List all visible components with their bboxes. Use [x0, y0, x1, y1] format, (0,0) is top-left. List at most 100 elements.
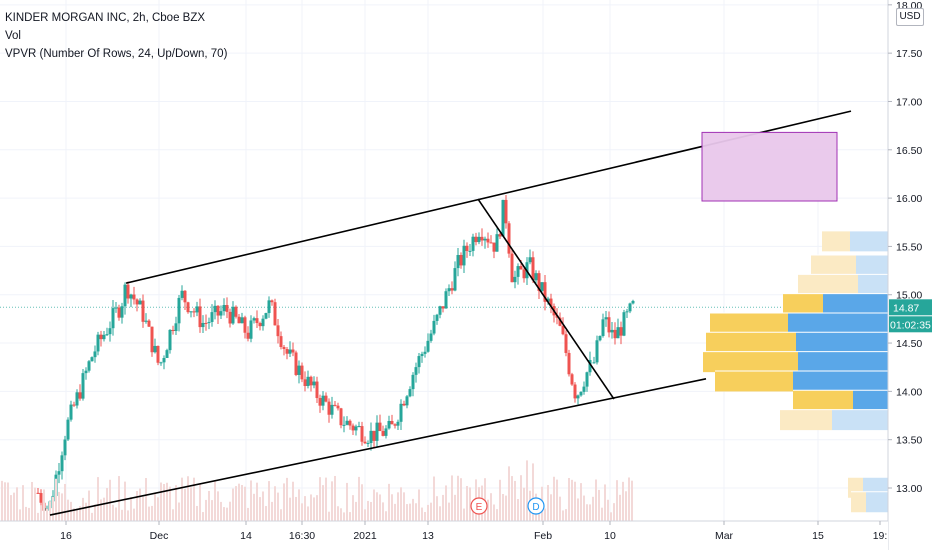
- volume-bar: [487, 499, 489, 521]
- volume-bar: [346, 482, 348, 521]
- candle-body: [123, 284, 127, 307]
- candle-body: [405, 396, 409, 406]
- volume-bar: [412, 498, 414, 521]
- volume-bar: [73, 508, 75, 521]
- time-tick-label: 13: [422, 530, 434, 542]
- candle-body: [198, 306, 202, 328]
- price-tick-label: 13.50: [896, 435, 922, 447]
- volume-bar: [490, 493, 492, 521]
- candle-body: [231, 306, 235, 324]
- candle-body: [378, 422, 382, 432]
- volume-bar: [592, 496, 594, 521]
- candle-body: [462, 245, 466, 266]
- volume-bar: [280, 509, 282, 521]
- volume-bar: [454, 494, 456, 521]
- candle-body: [165, 350, 169, 358]
- dividend-marker[interactable]: [527, 497, 545, 515]
- volume-bar: [328, 511, 330, 521]
- candle-body: [354, 426, 358, 431]
- volume-bar: [148, 506, 150, 521]
- vpvr-up-bar: [853, 390, 888, 411]
- candle-body: [204, 322, 208, 324]
- volume-bar: [451, 475, 453, 521]
- volume-bar: [220, 501, 222, 521]
- candle-body: [507, 223, 511, 254]
- candle-body: [141, 300, 145, 322]
- candle-body: [207, 321, 211, 324]
- volume-bar: [319, 477, 321, 521]
- volume-bar: [379, 494, 381, 521]
- time-tick-label: 19:: [873, 530, 888, 542]
- target-rectangle: [701, 131, 838, 202]
- candle-body: [408, 389, 412, 397]
- candle-body: [258, 323, 262, 327]
- volume-bar: [439, 506, 441, 521]
- candle-body: [528, 257, 532, 263]
- volume-bar: [613, 503, 615, 521]
- candle-body: [114, 307, 118, 309]
- candle-body: [75, 392, 79, 406]
- vpvr-down-bar: [710, 312, 788, 334]
- volume-bar: [121, 509, 123, 521]
- candle-body: [324, 395, 328, 402]
- candle-body: [480, 236, 484, 241]
- volume-bar: [574, 481, 576, 521]
- volume-bar: [352, 495, 354, 521]
- candle-body: [330, 404, 334, 415]
- candle-body: [303, 379, 307, 387]
- volume-bar: [625, 491, 627, 521]
- price-tick-label: 16.00: [896, 193, 922, 205]
- volume-bar: [385, 511, 387, 521]
- vpvr-down-bar: [715, 370, 793, 392]
- volume-bar: [223, 507, 225, 521]
- candle-body: [582, 386, 586, 392]
- candle-body: [201, 322, 205, 328]
- volume-bar: [331, 481, 333, 521]
- candle-body: [579, 391, 583, 396]
- currency-button[interactable]: USD: [896, 8, 924, 26]
- candle-body: [243, 317, 247, 333]
- price-axis-background: [888, 0, 932, 550]
- candle-body: [492, 242, 496, 252]
- candle-body: [360, 426, 364, 442]
- price-tick-label: 17.50: [896, 48, 922, 60]
- volume-bar: [391, 494, 393, 521]
- volume-bar: [571, 479, 573, 521]
- volume-bar: [37, 512, 39, 521]
- candle-body: [294, 352, 298, 375]
- candle-body: [213, 305, 217, 313]
- time-axis-background: [0, 521, 888, 550]
- volume-bar: [409, 503, 411, 521]
- volume-bar: [31, 481, 33, 521]
- earnings-marker[interactable]: [470, 497, 488, 515]
- volume-bar: [586, 504, 588, 521]
- countdown-label-bg: [889, 316, 932, 333]
- volume-bar: [190, 487, 192, 521]
- candle-body: [561, 325, 565, 335]
- vpvr-up-bar: [856, 254, 888, 276]
- volume-bar: [394, 503, 396, 521]
- trendline-wedge-side: [477, 198, 615, 400]
- volume-bar: [196, 505, 198, 521]
- candle-body: [210, 312, 214, 322]
- candle-body: [432, 320, 436, 334]
- time-tick-label: 14: [240, 530, 252, 542]
- volume-bar: [508, 466, 510, 521]
- volume-bar: [202, 512, 204, 521]
- candle-body: [522, 269, 526, 279]
- volume-bar: [79, 506, 81, 521]
- volume-bar: [208, 490, 210, 521]
- volume-bar: [358, 476, 360, 521]
- candle-body: [459, 255, 463, 266]
- candle-body: [147, 320, 151, 327]
- volume-bar: [46, 508, 48, 521]
- candle-body: [279, 336, 283, 347]
- candle-body: [375, 422, 379, 441]
- candle-body: [78, 392, 82, 399]
- candle-body: [246, 332, 250, 339]
- volume-bar: [622, 481, 624, 521]
- volume-bar: [271, 501, 273, 521]
- volume-bar: [112, 504, 114, 521]
